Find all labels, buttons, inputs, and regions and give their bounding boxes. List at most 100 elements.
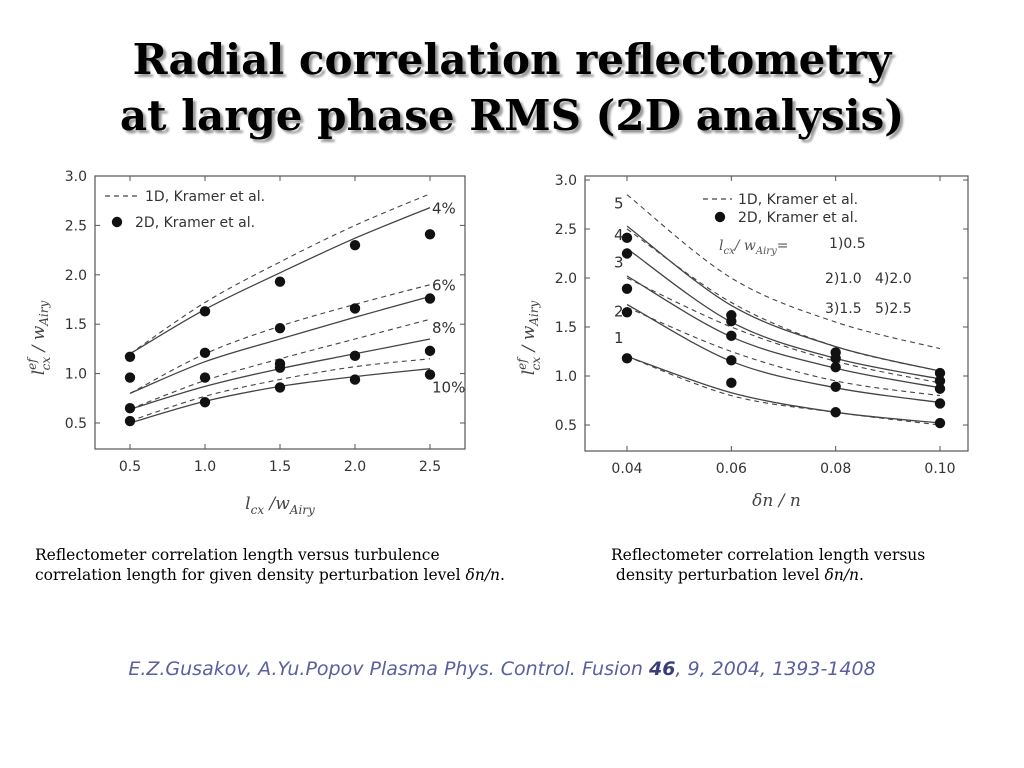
series-1-1d-curve xyxy=(626,355,941,426)
series-number-label: 3 xyxy=(614,253,624,271)
series-4-2d-curve xyxy=(626,248,941,380)
curve-label: 10% xyxy=(432,378,465,396)
legend-1d-label: 1D, Kramer et al. xyxy=(738,192,858,208)
y-axis-label: lefcx / wAiry xyxy=(515,300,543,375)
series-5-point xyxy=(830,347,841,358)
citation-main: E.Z.Gusakov, A.Yu.Popov Plasma Phys. Con… xyxy=(128,658,649,680)
series-3-1d-curve xyxy=(626,277,941,384)
series-5-point xyxy=(621,232,633,244)
series-number-label: 2 xyxy=(614,302,624,320)
param-entry: 2)1.0 xyxy=(825,271,862,287)
param-entry: 3)1.5 xyxy=(825,301,862,317)
series-3-point xyxy=(934,383,946,394)
caption-right-end: . xyxy=(859,566,864,584)
series-10%-point xyxy=(199,397,211,408)
y-tick-label: 1.5 xyxy=(555,320,577,336)
series-1-point xyxy=(621,353,633,364)
y-tick-label: 3.0 xyxy=(65,169,87,185)
series-2-point xyxy=(726,355,737,366)
x-tick-label: 0.04 xyxy=(611,461,642,477)
y-tick-label: 1.5 xyxy=(65,317,87,333)
series-4-point xyxy=(621,248,633,259)
title-line-2: at large phase RMS (2D analysis) xyxy=(119,91,905,140)
legend-2d-label: 2D, Kramer et al. xyxy=(135,215,255,231)
curve-label: 6% xyxy=(432,277,456,295)
x-tick-label: 0.06 xyxy=(716,461,747,477)
citation-rest: , 9, 2004, 1393-1408 xyxy=(675,658,876,680)
series-6%-point xyxy=(274,322,286,334)
series-8%-point xyxy=(349,350,361,362)
series-5-point xyxy=(726,310,737,321)
y-tick-label: 1.0 xyxy=(65,367,87,383)
x-axis-label: δn / n xyxy=(752,491,801,511)
extra-point xyxy=(274,362,286,373)
y-tick-label: 1.0 xyxy=(555,369,577,385)
x-axis-label: lcx /wAiry xyxy=(245,494,315,517)
chart-lcx-vs-density: 0.04 0.06 0.08 0.10 0.5 1.0 1.5 2.0 2.5 3.0 1 2 3 4 5 1… xyxy=(515,173,969,511)
x-tick-label: 0.10 xyxy=(924,461,955,477)
caption-left-text: correlation length for given density per… xyxy=(35,566,466,584)
series-5-1d-curve xyxy=(626,194,941,350)
series-4%-point xyxy=(274,276,286,287)
series-8%-point xyxy=(199,372,211,383)
series-4%-point xyxy=(424,229,436,240)
series-6%-point xyxy=(349,303,361,314)
series-4%-point xyxy=(349,239,361,251)
caption-right-symbol: δn/n xyxy=(824,566,860,584)
series-3-point xyxy=(830,361,841,373)
x-tick-label: 0.5 xyxy=(119,459,141,475)
y-tick-label: 2.5 xyxy=(555,222,577,238)
y-axis-label-text: lefcx / wAiry xyxy=(515,300,543,375)
series-2-2d-curve xyxy=(626,303,941,404)
slide-title: Radial correlation reflectometry at larg… xyxy=(0,32,1024,144)
legend-2d-label: 2D, Kramer et al. xyxy=(738,210,858,226)
series-5-2d-curve xyxy=(626,225,941,372)
y-tick-label: 0.5 xyxy=(555,418,577,434)
series-6%-2d-curve xyxy=(129,295,431,394)
param-entry: 5)2.5 xyxy=(875,301,912,317)
y-tick-label: 0.5 xyxy=(65,416,87,432)
citation: E.Z.Gusakov, A.Yu.Popov Plasma Phys. Con… xyxy=(0,658,1004,680)
series-2-point xyxy=(621,307,633,318)
series-number-label: 5 xyxy=(614,195,624,213)
series-8%-point xyxy=(424,345,436,357)
caption-left-line-2: correlation length for given density per… xyxy=(35,565,505,585)
chart-lcx-vs-lcx: 0.5 1.0 1.5 2.0 2.5 0.5 1.0 1.5 2.0 2.5 3.0 1D, Kra… xyxy=(25,169,466,517)
param-entry: 1)0.5 xyxy=(829,236,866,252)
legend-2d-swatch xyxy=(111,216,123,228)
series-3-2d-curve xyxy=(626,275,941,389)
series-6%-point xyxy=(124,372,136,383)
x-tick-label: 2.5 xyxy=(419,459,441,475)
x-tick-label: 0.08 xyxy=(820,461,851,477)
series-1-2d-curve xyxy=(626,355,941,424)
citation-volume: 46 xyxy=(648,658,676,680)
y-tick-label: 2.0 xyxy=(65,268,87,284)
series-6%-point xyxy=(424,293,436,304)
y-axis-label: lefcx / wAiry xyxy=(25,300,53,375)
series-3-point xyxy=(726,330,737,342)
series-8%-point xyxy=(124,402,136,414)
series-8%-1d-curve xyxy=(129,318,431,410)
series-6%-point xyxy=(199,347,211,359)
series-1-point xyxy=(934,417,946,429)
series-1-point xyxy=(830,407,841,418)
series-1-point xyxy=(726,377,737,389)
title-line-1: Radial correlation reflectometry xyxy=(132,35,892,84)
plot-frame xyxy=(584,175,969,452)
curve-label: 8% xyxy=(432,319,456,337)
caption-left-symbol: δn/n xyxy=(465,566,501,584)
series-2-point xyxy=(934,398,946,409)
series-2-1d-curve xyxy=(626,306,941,397)
series-4-point xyxy=(934,375,946,387)
series-5-point xyxy=(934,367,946,379)
caption-left-line-1: Reflectometer correlation length versus … xyxy=(35,546,440,564)
param-key-label: lcx/ wAiry= xyxy=(719,238,788,257)
y-tick-label: 3.0 xyxy=(555,173,577,189)
x-tick-label: 1.5 xyxy=(269,459,291,475)
param-entry: 4)2.0 xyxy=(875,271,912,287)
legend-1d-label: 1D, Kramer et al. xyxy=(145,189,265,205)
y-tick-label: 2.0 xyxy=(555,271,577,287)
caption-left-end: . xyxy=(500,566,505,584)
series-10%-point xyxy=(349,374,361,385)
series-10%-point xyxy=(124,415,136,427)
